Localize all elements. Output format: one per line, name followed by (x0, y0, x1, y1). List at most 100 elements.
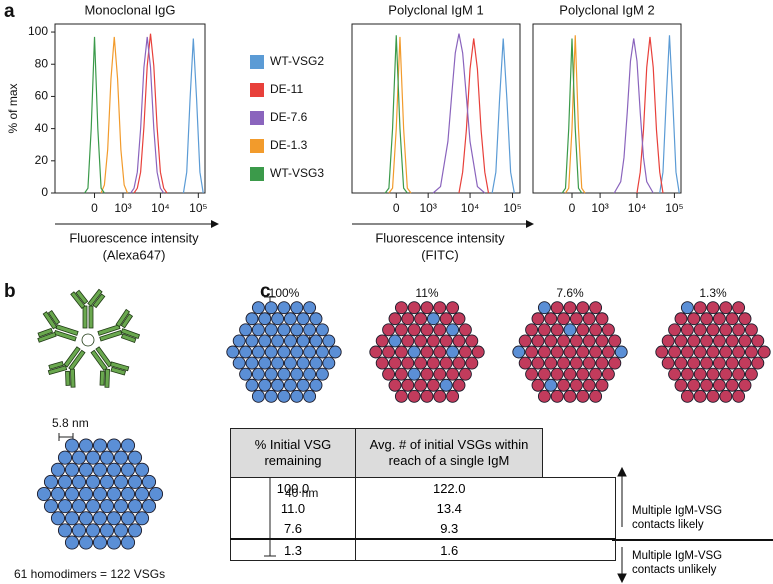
vsg-dimer (271, 334, 285, 348)
histogram-line (491, 38, 515, 194)
x-tick-label: 10³ (420, 201, 437, 215)
vsg-dimer (120, 535, 136, 550)
vsg-dimer (576, 389, 590, 403)
igm-monomer (47, 346, 86, 388)
vsg-dimer (576, 323, 590, 337)
vsg-dimer (50, 511, 66, 526)
vsg-dimer (700, 312, 714, 326)
vsg-dimer (420, 367, 434, 381)
legend-label: DE-1.3 (270, 138, 308, 152)
vsg-dimer (668, 323, 682, 337)
vsg-dimer (290, 301, 304, 315)
vsg-dimer (245, 312, 259, 326)
vsg-dimer (251, 323, 265, 337)
igm-monomer (90, 346, 130, 388)
vsg-dimer (120, 462, 136, 477)
vsg-dimer (732, 345, 746, 359)
x-tick-label: 10⁴ (461, 201, 480, 215)
vsg-dimer (78, 486, 94, 502)
vsg-dimer (531, 378, 545, 392)
vsg-dimer (106, 462, 122, 477)
vsg-dimer (113, 523, 129, 538)
vsg-dimer (751, 334, 765, 348)
vsg-dimer (420, 301, 434, 315)
vsg-dimer (518, 356, 532, 370)
fab-arm (115, 308, 134, 329)
vsg-dimer (712, 378, 726, 392)
vsg-dimer (106, 486, 122, 502)
fab-chain (42, 311, 58, 330)
vsg-dimer (719, 345, 733, 359)
vsg-dimer (719, 301, 733, 315)
vsg-dimer (36, 486, 52, 502)
vsg-dimer (576, 345, 590, 359)
fab-arm (37, 327, 57, 343)
vsg-dimer (452, 356, 466, 370)
vsg-dimer (394, 345, 408, 359)
vsg-dimer (414, 334, 428, 348)
fab-arm (42, 310, 61, 330)
y-axis-label: % of max (6, 83, 20, 133)
vsg-dimer (271, 312, 285, 326)
fab-chain (115, 308, 131, 328)
vsg-dimer (232, 356, 246, 370)
vsg-dimer (426, 334, 440, 348)
vsg-dimer (569, 334, 583, 348)
vsg-dimer (309, 356, 323, 370)
vsg-dimer (258, 334, 272, 348)
vsg-dimer (420, 323, 434, 337)
vsg-dimer (589, 345, 603, 359)
vsg-dimer (525, 323, 539, 337)
vsg-dimer (576, 367, 590, 381)
vsg-dimer (315, 323, 329, 337)
vsg-dimer (394, 301, 408, 315)
vsg-dimer (375, 334, 389, 348)
vsg-dimer (557, 334, 571, 348)
vsg-dimer (264, 323, 278, 337)
fab-arm (120, 328, 141, 344)
vsg-dimer (738, 356, 752, 370)
vsg-dimer (563, 389, 577, 403)
fab-chain (99, 370, 105, 386)
vsg-dimer (512, 345, 526, 359)
vsg-dimer (85, 523, 101, 538)
vsg-dimer (277, 301, 291, 315)
vsg-dimer (732, 301, 746, 315)
vsg-dimer (452, 334, 466, 348)
vsg-dimer (426, 378, 440, 392)
vsg-dimer (71, 523, 87, 538)
vsg-dimer (744, 345, 758, 359)
vsg-dimer (407, 323, 421, 337)
vsg-dimer (439, 334, 453, 348)
vsg-dimer (134, 462, 150, 477)
x-tick-label: 0 (569, 201, 576, 215)
vsg-dimer (458, 323, 472, 337)
vsg-dimer (382, 323, 396, 337)
vsg-dimer (687, 356, 701, 370)
fab-chain (110, 366, 127, 376)
vsg-dimer (563, 345, 577, 359)
vsg-dimer (712, 334, 726, 348)
fab-arm (99, 368, 110, 388)
vsg-dimer (668, 345, 682, 359)
vsg-dimer (258, 378, 272, 392)
vsg-dimer (99, 523, 115, 538)
vsg-dimer (452, 312, 466, 326)
vsg-dimer (245, 378, 259, 392)
vsg-dimer (57, 499, 73, 514)
vsg-dimer (57, 450, 73, 465)
vsg-dimer (569, 378, 583, 392)
vsg-dimer (277, 345, 291, 359)
fc-chain (82, 305, 88, 329)
vsg-dimer (85, 499, 101, 514)
x-tick-label: 0 (393, 201, 400, 215)
vsg-dimer (446, 367, 460, 381)
vsg-dimer (608, 356, 622, 370)
vsg-dimer (712, 356, 726, 370)
chart-title: Polyclonal IgM 1 (388, 2, 483, 17)
vsg-dimer (458, 345, 472, 359)
vsg-dimer (78, 438, 94, 453)
vsg-dimer (99, 474, 115, 489)
table-cell: 1.6 (355, 538, 543, 561)
vsg-dimer (239, 323, 253, 337)
